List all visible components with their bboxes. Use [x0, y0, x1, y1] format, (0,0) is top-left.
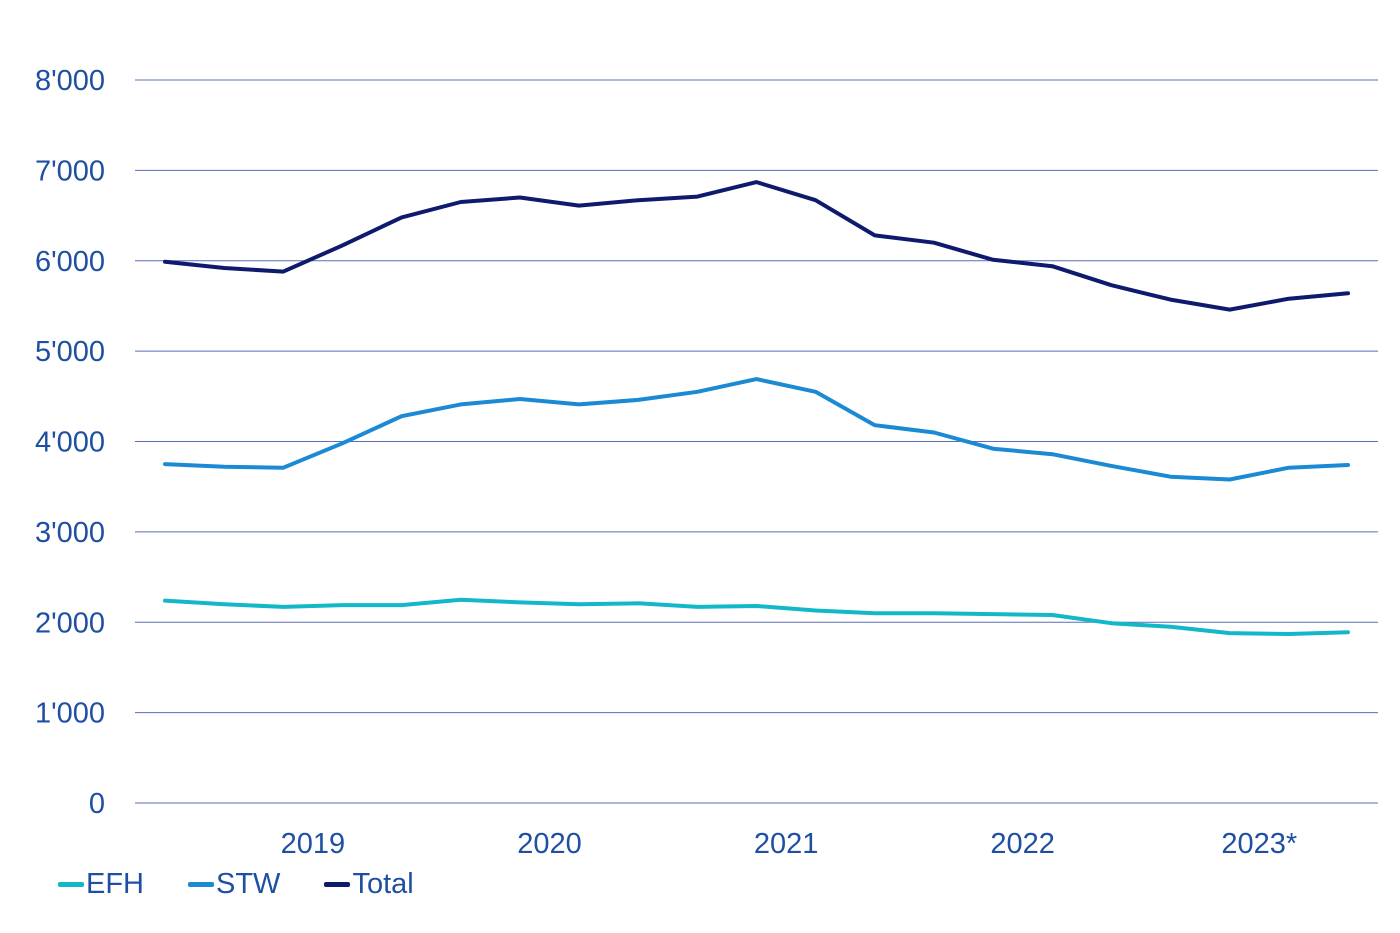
y-tick-label: 3'000 — [35, 517, 105, 549]
y-tick-label: 7'000 — [35, 155, 105, 187]
y-axis-tick-labels: 0 1'000 2'000 3'000 4'000 5'000 6'000 7'000 8'00… — [35, 65, 105, 820]
y-tick-label: 6'000 — [35, 246, 105, 278]
x-axis-tick-labels: 2019 2020 2021 2022 2023* — [281, 828, 1298, 860]
x-tick-label: 2023* — [1221, 828, 1297, 860]
gridlines — [135, 79, 1378, 804]
legend: EFH STW Total — [58, 868, 414, 901]
legend-swatch-stw — [188, 882, 214, 887]
x-tick-label: 2019 — [281, 828, 346, 860]
x-tick-label: 2021 — [754, 828, 819, 860]
y-tick-label: 2'000 — [35, 607, 105, 639]
legend-swatch-efh — [58, 882, 84, 887]
series-lines — [163, 180, 1350, 636]
y-tick-label: 4'000 — [35, 427, 105, 459]
series-line-efh — [163, 597, 1350, 636]
legend-swatch-total — [324, 882, 351, 887]
y-tick-label: 0 — [89, 788, 105, 820]
y-tick-label: 1'000 — [35, 698, 105, 730]
legend-label-total: Total — [352, 868, 414, 900]
legend-label-efh: EFH — [86, 868, 144, 900]
y-tick-label: 8'000 — [35, 65, 105, 97]
legend-label-stw: STW — [216, 868, 281, 900]
series-line-stw — [163, 377, 1350, 482]
x-tick-label: 2022 — [990, 828, 1055, 860]
legend-item-total: Total — [324, 868, 414, 901]
x-tick-label: 2020 — [517, 828, 582, 860]
legend-item-efh: EFH — [58, 868, 144, 901]
legend-item-stw: STW — [188, 868, 280, 901]
y-tick-label: 5'000 — [35, 336, 105, 368]
series-line-total — [163, 180, 1350, 312]
